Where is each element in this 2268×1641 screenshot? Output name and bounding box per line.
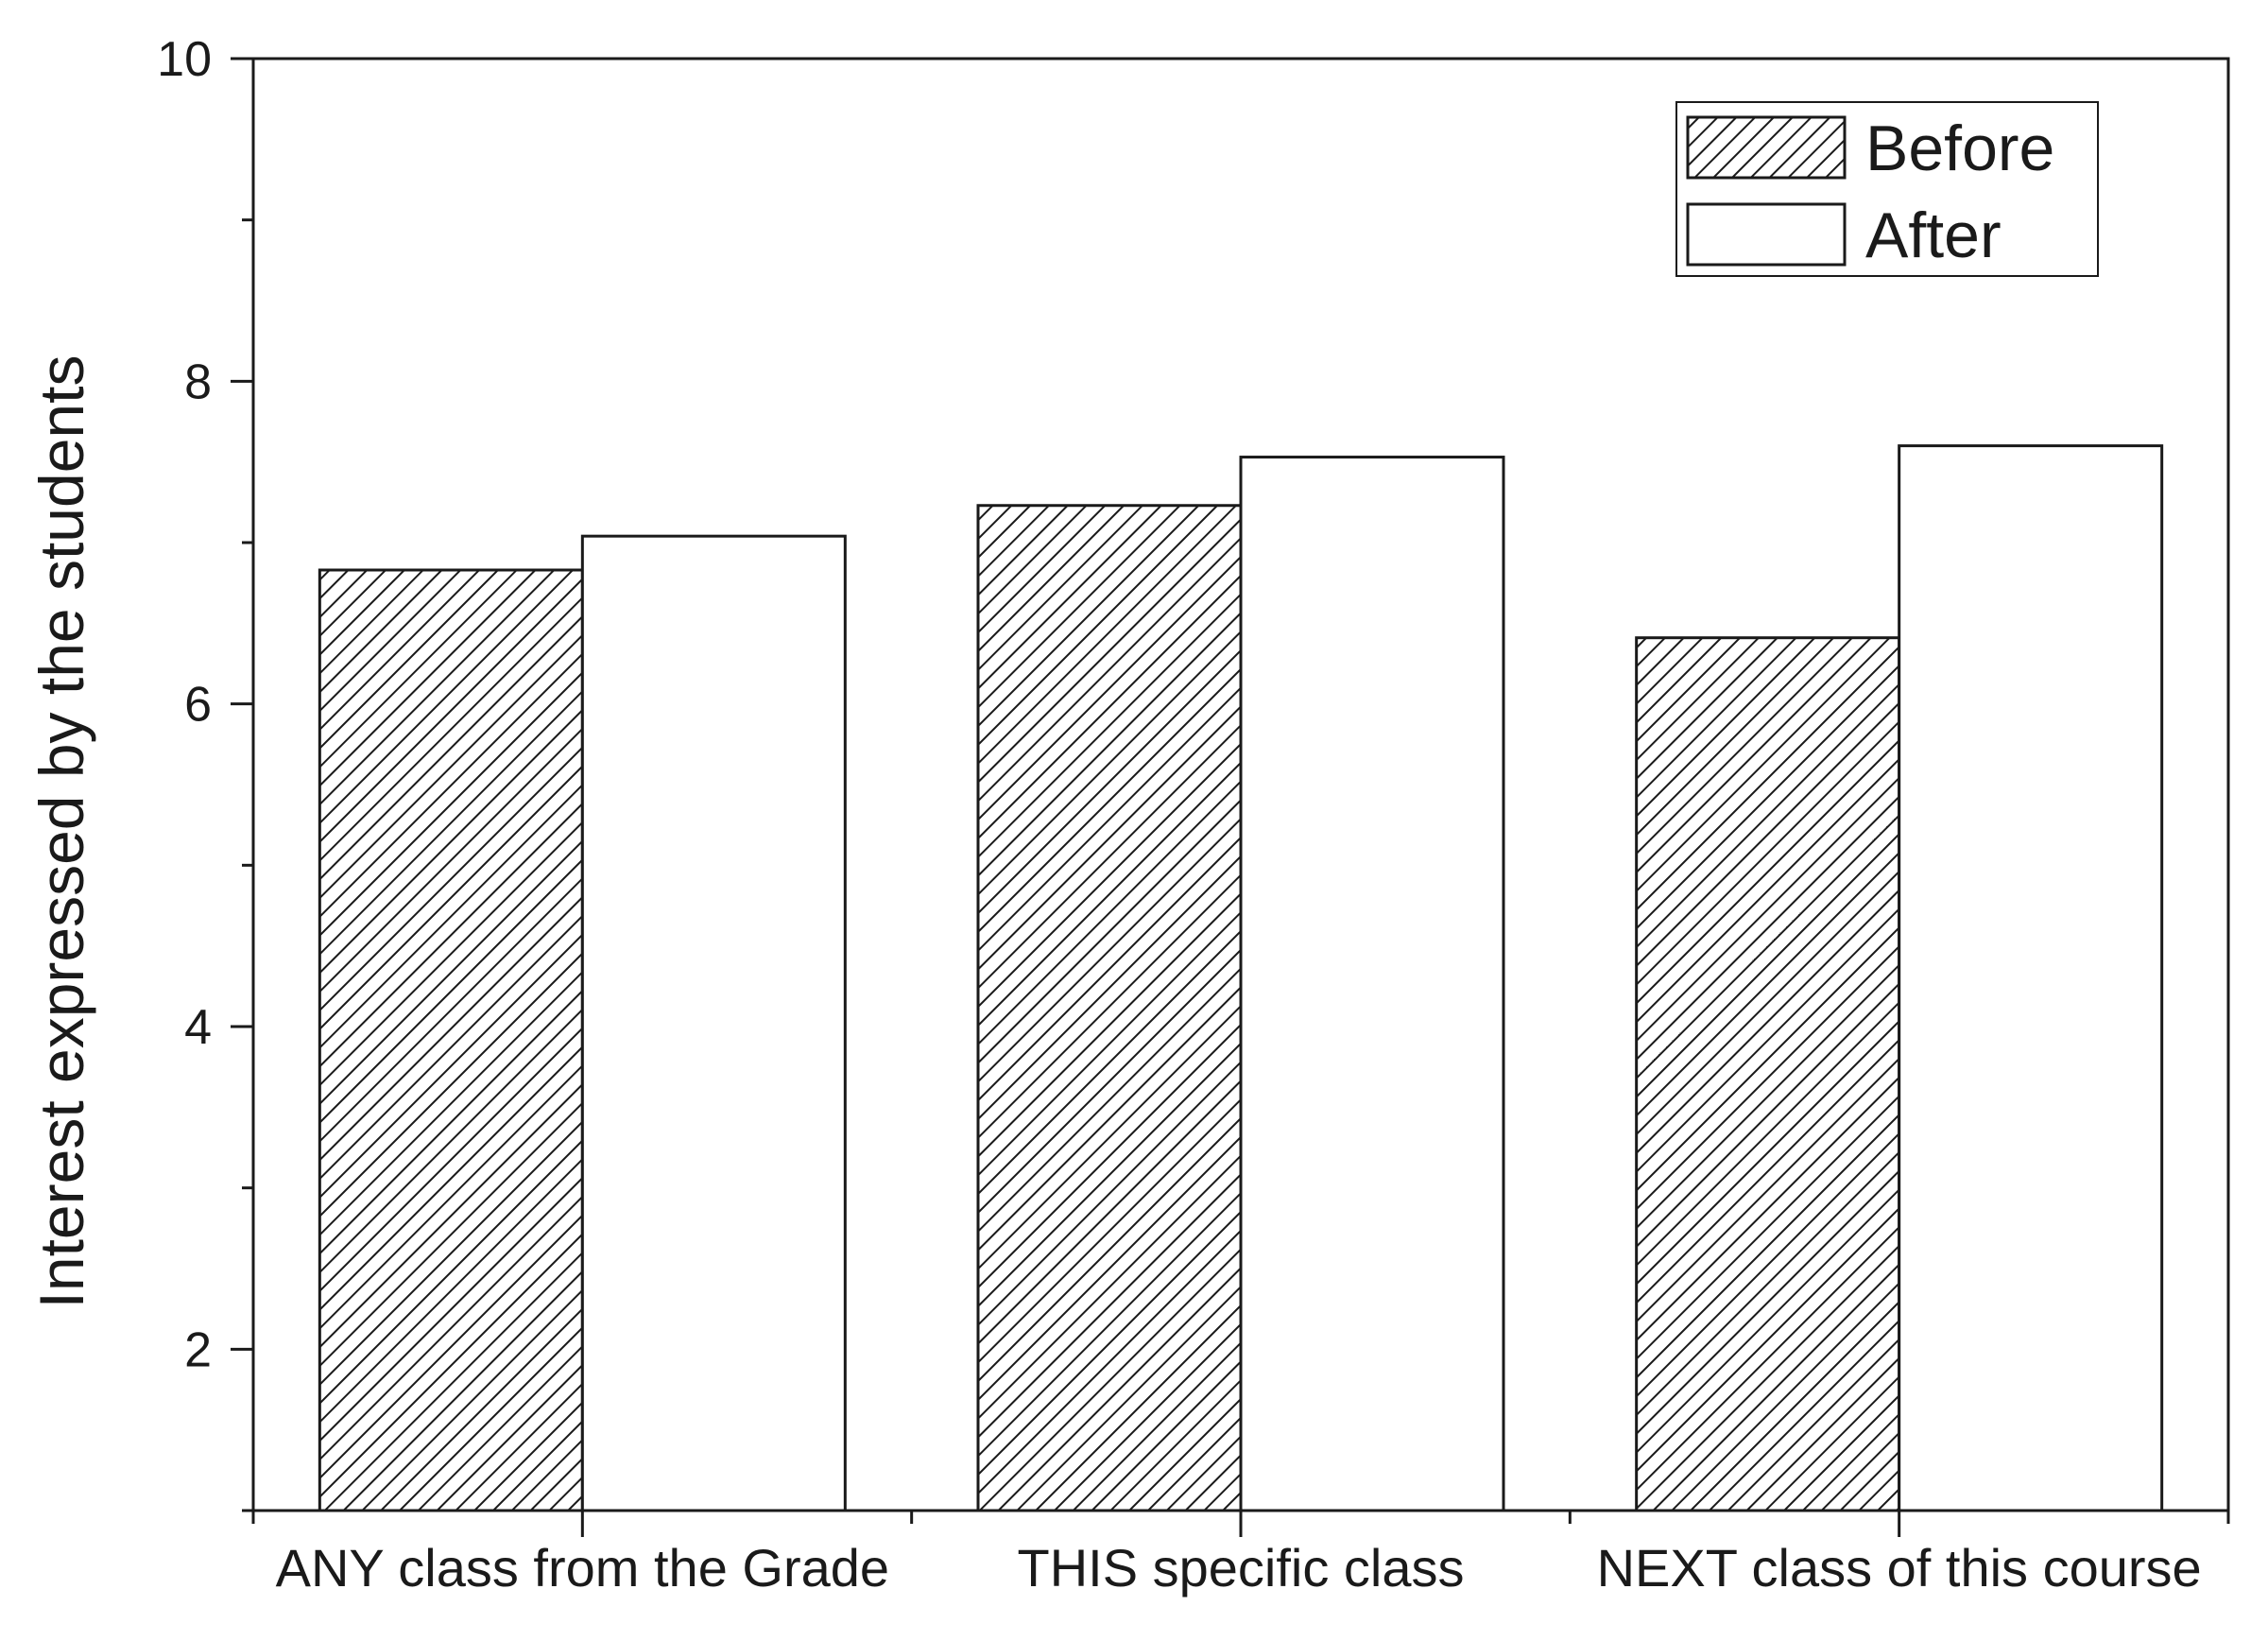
y-tick-label: 2	[184, 1322, 212, 1377]
y-tick-label: 4	[184, 1000, 212, 1055]
bar-after-3	[1898, 444, 2164, 1512]
bar-before-2	[976, 504, 1243, 1512]
x-category-label: THIS specific class	[1018, 1538, 1465, 1598]
y-tick-label: 10	[157, 32, 212, 87]
legend-swatch-before	[1686, 115, 1847, 180]
y-tick-label: 8	[184, 354, 212, 409]
bar-after-2	[1239, 456, 1505, 1512]
bar-after-1	[580, 534, 847, 1512]
legend-swatch-after	[1686, 202, 1847, 267]
y-tick-label: 6	[184, 678, 212, 733]
bar-before-3	[1635, 636, 1901, 1512]
legend-label-after: After	[1865, 199, 2002, 271]
legend-label-before: Before	[1865, 112, 2054, 184]
bar-before-1	[318, 568, 584, 1512]
x-category-label: ANY class from the Grade	[276, 1538, 889, 1598]
y-axis-title: Interest expressed by the students	[26, 355, 96, 1309]
x-category-label: NEXT class of this course	[1597, 1538, 2202, 1598]
